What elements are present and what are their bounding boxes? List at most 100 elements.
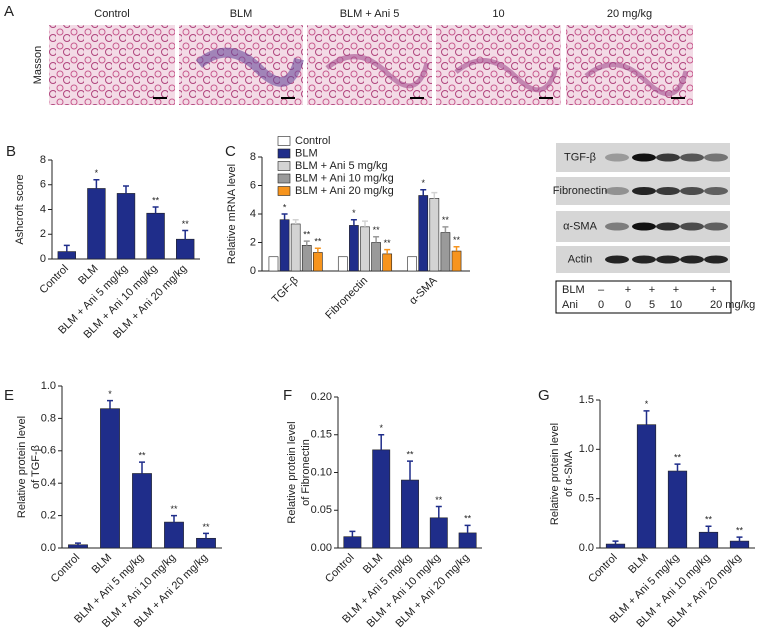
lane-label: + (649, 284, 655, 296)
bar (349, 225, 359, 272)
y-tick-label: 0.10 (311, 466, 332, 478)
band (605, 222, 629, 231)
y-tick-label: 0.20 (311, 391, 332, 403)
bar (337, 256, 348, 272)
significance: ** (435, 495, 443, 505)
x-tick-label: BLM (626, 552, 650, 576)
legend-label: BLM + Ani 5 mg/kg (295, 160, 388, 172)
x-tick-label: TGF-β (270, 275, 301, 306)
error-bar (281, 213, 288, 220)
error-bar (350, 218, 357, 226)
x-tick-label: Control (586, 552, 620, 586)
bar (87, 188, 106, 260)
significance: ** (314, 237, 322, 247)
micrograph (307, 25, 432, 105)
band (632, 222, 656, 231)
x-tick-label: α-SMA (407, 274, 440, 307)
blot-label: TGF-β (564, 151, 596, 163)
bar (132, 473, 152, 549)
significance: ** (170, 504, 178, 514)
band (656, 153, 680, 162)
y-tick-label: 0.2 (41, 510, 56, 522)
bar (313, 252, 323, 272)
y-axis-label: Relative protein level (549, 423, 561, 525)
significance: ** (674, 453, 682, 463)
error-bar (303, 240, 310, 246)
error-bar (203, 532, 209, 539)
panel-letter: F (283, 387, 292, 404)
micrograph (49, 25, 175, 105)
y-tick-label: 4 (40, 203, 46, 215)
error-bar (362, 220, 368, 227)
error-bar (674, 463, 681, 472)
band (632, 187, 656, 195)
error-bar (63, 244, 70, 252)
band (680, 222, 704, 231)
band (704, 255, 728, 264)
error-bar (442, 226, 449, 233)
x-tick-label: Control (37, 263, 71, 297)
significance: ** (303, 229, 311, 239)
y-tick-label: 0.0 (579, 542, 594, 554)
legend-label: Control (295, 135, 330, 147)
error-bar (420, 189, 427, 196)
significance: * (645, 399, 649, 409)
y-tick-label: 0.05 (311, 504, 332, 516)
bar (729, 540, 750, 549)
panel-letter: C (225, 143, 236, 160)
significance: ** (202, 522, 210, 532)
bar (451, 250, 462, 272)
bar (360, 226, 370, 272)
y-axis-label: Relative mRNA level (226, 164, 238, 264)
y-tick-label: 0.5 (579, 493, 594, 505)
significance: * (421, 178, 425, 188)
bar (605, 543, 626, 549)
error-bar (139, 461, 145, 474)
y-tick-label: 6 (250, 179, 256, 191)
error-bar (643, 410, 650, 425)
error-bar (314, 247, 321, 253)
lane-label: 0 (598, 299, 604, 311)
y-tick-label: 0.0 (41, 542, 56, 554)
column-label: Control (94, 8, 129, 20)
band (656, 222, 680, 231)
y-tick-label: 1.0 (41, 380, 56, 392)
bar (164, 521, 184, 549)
legend-swatch (277, 173, 291, 184)
error-bar (431, 191, 438, 199)
x-tick-label: BLM (90, 552, 114, 576)
significance: * (95, 168, 99, 178)
error-bar (75, 542, 81, 545)
row-label: BLM (562, 284, 585, 296)
significance: ** (705, 515, 713, 525)
blot-label: Actin (568, 253, 592, 265)
legend-swatch (277, 136, 291, 146)
bar (301, 245, 312, 272)
band (680, 153, 704, 162)
bar (372, 449, 391, 549)
significance: ** (464, 514, 472, 524)
bar (343, 536, 362, 549)
x-tick-label: Control (49, 552, 83, 586)
lane-table (555, 280, 732, 314)
lane-label: 20 mg/kg (710, 299, 755, 311)
column-label: BLM (230, 8, 253, 20)
error-bar (182, 229, 189, 240)
lane-label: + (673, 284, 679, 296)
legend-swatch (277, 161, 291, 171)
error-bar (407, 460, 413, 481)
x-tick-label: BLM (361, 552, 385, 576)
error-bar (373, 236, 380, 243)
y-axis-label: Relative protein level (16, 416, 28, 518)
legend-label: BLM + Ani 20 mg/kg (295, 185, 394, 197)
legend-swatch (277, 148, 291, 159)
significance: * (352, 208, 356, 218)
lane-label: 0 (625, 299, 631, 311)
band (632, 255, 656, 264)
lane-label: + (710, 284, 716, 296)
y-tick-label: 4 (250, 208, 256, 220)
lane-label: 5 (649, 299, 655, 311)
y-tick-label: 8 (40, 154, 46, 166)
y-tick-label: 0 (250, 265, 256, 277)
bar (371, 242, 381, 272)
